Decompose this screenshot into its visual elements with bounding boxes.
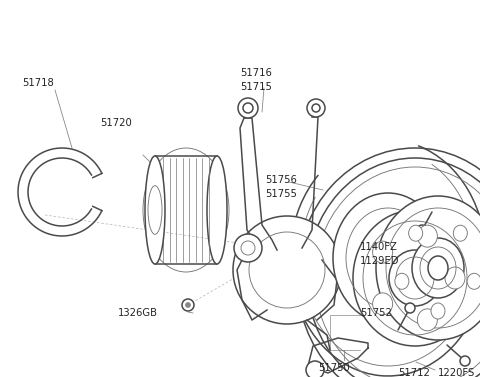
Text: 51720: 51720 xyxy=(100,118,132,128)
Ellipse shape xyxy=(460,356,470,366)
Ellipse shape xyxy=(376,196,480,340)
Ellipse shape xyxy=(306,361,324,377)
Ellipse shape xyxy=(233,216,341,324)
Ellipse shape xyxy=(467,273,480,289)
Text: 51718: 51718 xyxy=(22,78,54,88)
Ellipse shape xyxy=(417,225,427,235)
Text: 1326GB: 1326GB xyxy=(118,308,158,318)
Ellipse shape xyxy=(185,302,191,308)
Text: 1140FZ: 1140FZ xyxy=(360,242,398,252)
Text: 51750: 51750 xyxy=(318,363,350,373)
Ellipse shape xyxy=(372,293,393,315)
Ellipse shape xyxy=(431,303,445,319)
Ellipse shape xyxy=(145,156,165,264)
Ellipse shape xyxy=(333,193,443,323)
Ellipse shape xyxy=(372,241,393,263)
Ellipse shape xyxy=(395,273,409,289)
Ellipse shape xyxy=(412,238,464,298)
Ellipse shape xyxy=(418,309,437,331)
Ellipse shape xyxy=(243,103,253,113)
Text: 51712: 51712 xyxy=(398,368,430,377)
Text: 1220FS: 1220FS xyxy=(438,368,475,377)
Ellipse shape xyxy=(207,156,227,264)
Ellipse shape xyxy=(453,225,468,241)
Ellipse shape xyxy=(445,267,465,289)
Ellipse shape xyxy=(238,98,258,118)
Ellipse shape xyxy=(234,234,262,262)
Text: 51756: 51756 xyxy=(265,175,297,185)
Ellipse shape xyxy=(428,256,448,280)
Text: 51715: 51715 xyxy=(240,82,272,92)
Ellipse shape xyxy=(389,250,441,306)
Ellipse shape xyxy=(408,225,423,241)
Ellipse shape xyxy=(353,210,477,346)
Ellipse shape xyxy=(182,299,194,311)
Ellipse shape xyxy=(297,148,480,377)
Ellipse shape xyxy=(405,303,415,313)
Ellipse shape xyxy=(312,104,320,112)
Text: 1129ED: 1129ED xyxy=(360,256,399,266)
Text: 51752: 51752 xyxy=(360,308,392,318)
Text: 51755: 51755 xyxy=(265,189,297,199)
Text: 51716: 51716 xyxy=(240,68,272,78)
Ellipse shape xyxy=(307,99,325,117)
Ellipse shape xyxy=(418,225,437,247)
